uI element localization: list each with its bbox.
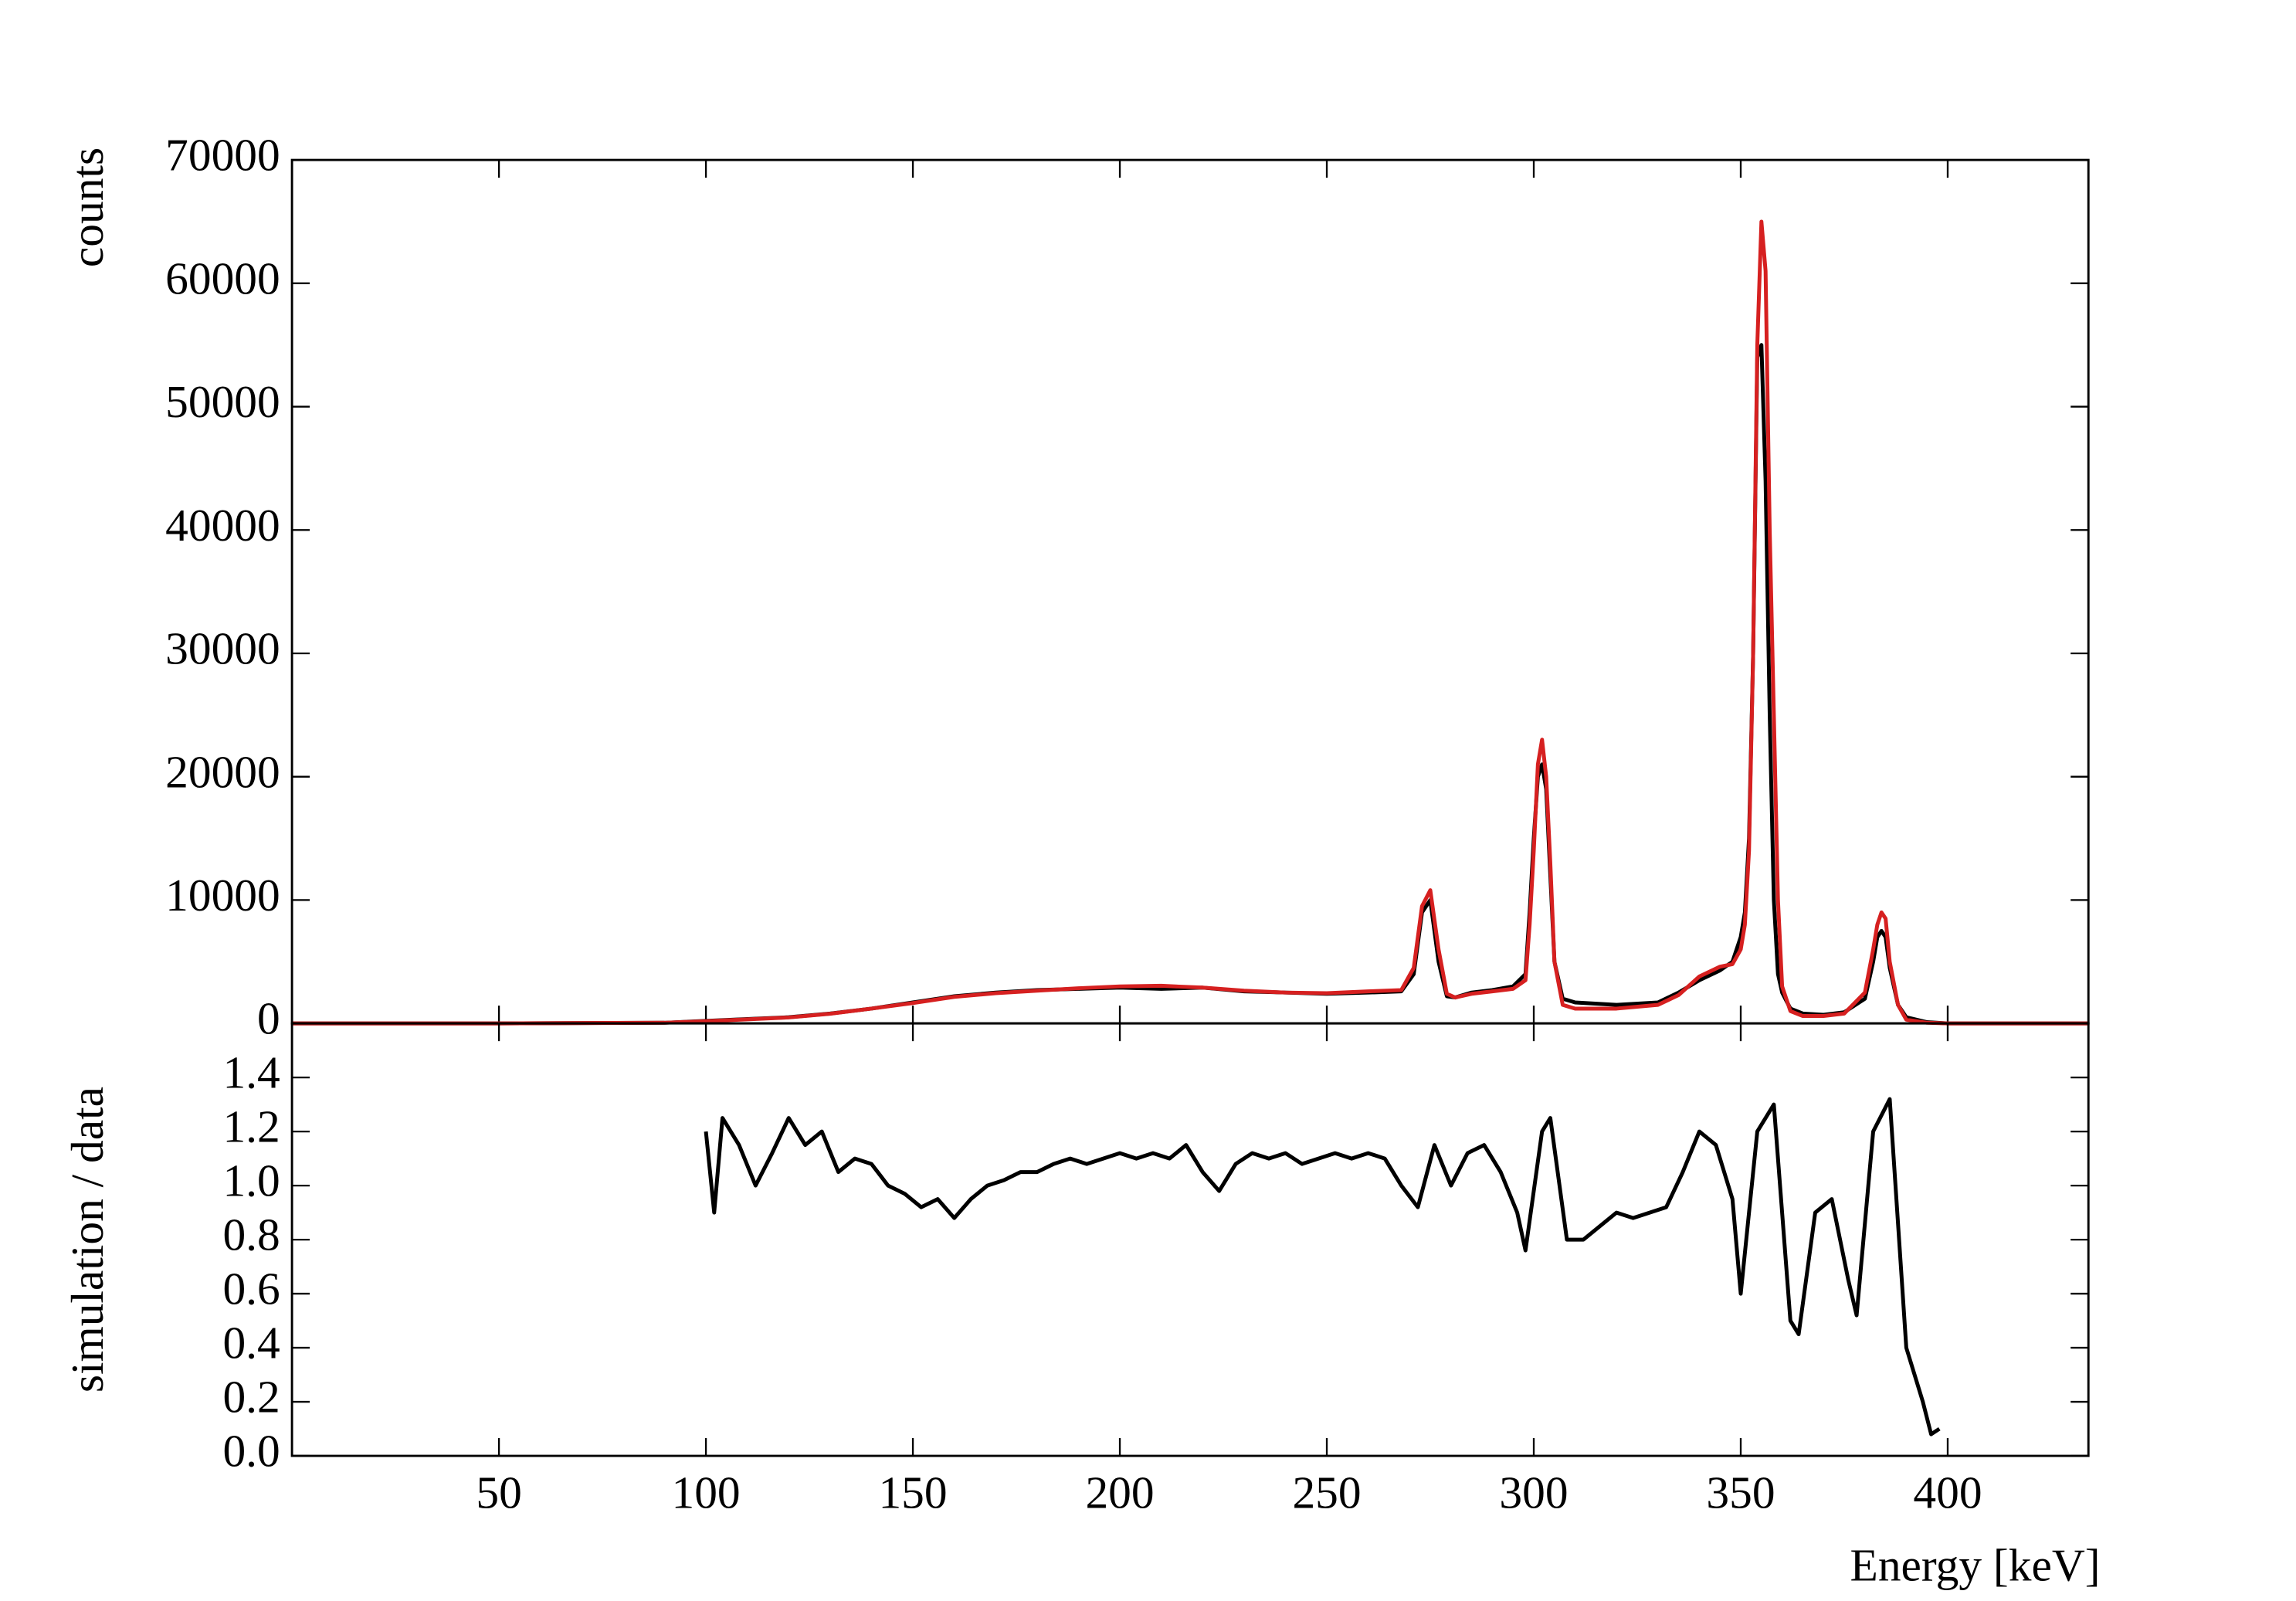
x-tick-label: 250 [1292,1467,1361,1518]
x-tick-label: 100 [671,1467,740,1518]
x-tick-label: 200 [1085,1467,1154,1518]
x-tick-label: 50 [476,1467,521,1518]
y-tick-label: 0.2 [222,1372,280,1423]
y-tick-label: 60000 [165,253,280,304]
y-tick-label: 0.4 [222,1318,280,1369]
data-line [704,1097,1941,1436]
data-line [292,219,2089,1026]
y-tick-label: 1.2 [222,1101,280,1152]
y-tick-label: 0.6 [222,1264,280,1314]
y-tick-label: 0 [257,993,280,1044]
y-tick-label: 20000 [165,746,280,797]
plot-frame [290,1022,2090,1457]
x-tick-label: 350 [1706,1467,1775,1518]
y-tick-label: 70000 [165,130,280,181]
y-tick-label: 30000 [165,623,280,674]
y-tick-label: 1.4 [222,1047,280,1098]
x-tick-label: 300 [1499,1467,1568,1518]
x-axis-label: Energy [keV] [1850,1539,2101,1590]
y-axis-label: simulation / data [62,1087,113,1392]
y-tick-label: 1.0 [222,1155,280,1206]
y-tick-label: 0.8 [222,1209,280,1260]
x-tick-label: 400 [1913,1467,1982,1518]
y-tick-label: 40000 [165,500,280,551]
y-tick-label: 10000 [165,870,280,921]
y-tick-label: 0.0 [222,1426,280,1477]
x-tick-label: 150 [878,1467,947,1518]
y-tick-label: 50000 [165,376,280,427]
y-axis-label: counts [62,148,113,267]
